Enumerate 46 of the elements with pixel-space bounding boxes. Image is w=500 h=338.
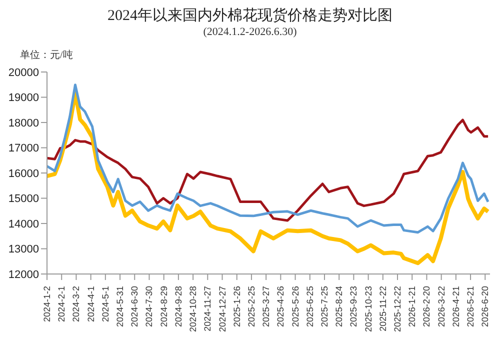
x-tick-label: 2024-10-28 (188, 286, 198, 332)
x-tick-label: 2024-5-31 (115, 286, 126, 328)
chart-title: 2024年以来国内外棉花现货价格走势对比图 (106, 6, 394, 25)
y-tick-label: 13000 (8, 244, 39, 256)
chart-subtitle: (2024.1.2-2026.6.30) (202, 26, 298, 38)
x-tick-label: 2025-5-26 (290, 286, 300, 328)
x-tick-label: 2025-2-25 (246, 286, 256, 328)
x-tick-label: 2024-5-1 (100, 286, 110, 322)
x-tick-label: 2024-9-28 (173, 286, 184, 328)
x-tick-label: 2025-6-25 (304, 286, 315, 328)
x-tick-label: 2026-1-21 (407, 286, 418, 328)
x-tick-label: 2024-12-27 (217, 286, 228, 332)
x-tick-label: 2024-7-30 (144, 286, 154, 328)
x-tick-label: 2025-3-27 (261, 286, 272, 328)
x-tick-label: 2024-8-29 (158, 286, 169, 328)
y-tick-label: 14000 (8, 218, 39, 230)
line-series (47, 84, 490, 234)
x-tick-label: 2026-2-20 (422, 286, 432, 328)
x-tick-label: 2026-5-21 (466, 286, 476, 328)
x-tick-label: 2024-4-1 (86, 286, 96, 322)
line-series (47, 118, 490, 222)
y-tick-label: 20000 (8, 66, 39, 79)
x-tick-label: 2025-1-26 (232, 286, 242, 328)
x-tick-label: 2026-3-22 (436, 286, 446, 328)
x-tick-label: 2024-1-2 (42, 286, 52, 322)
line-series (47, 90, 490, 266)
x-tick-label: 2024-2-1 (56, 286, 67, 322)
x-tick-label: 2025-8-24 (334, 286, 344, 328)
x-tick-label: 2025-10-23 (363, 286, 374, 332)
x-tick-label: 2026-6-20 (480, 286, 490, 328)
y-tick-label: 19000 (8, 92, 39, 104)
y-tick-label: 18000 (8, 117, 39, 130)
x-tick-label: 2025-4-26 (276, 286, 286, 328)
y-tick-label: 12000 (8, 268, 39, 281)
x-tick-label: 2024-11-27 (202, 286, 213, 332)
y-tick-label: 15000 (8, 193, 39, 206)
y-axis-title: 单位：元/吨 (20, 48, 73, 62)
x-tick-label: 2024-3-2 (71, 286, 82, 322)
y-tick-label: 17000 (8, 142, 39, 155)
x-tick-label: 2025-12-22 (392, 286, 403, 332)
y-tick-label: 16000 (8, 168, 39, 180)
x-tick-label: 2025-7-25 (319, 286, 330, 328)
x-tick-label: 2025-11-22 (378, 286, 388, 332)
x-tick-label: 2024-6-30 (130, 286, 140, 328)
x-tick-label: 2026-4-21 (450, 286, 461, 328)
x-tick-label: 2025-9-23 (348, 286, 359, 328)
